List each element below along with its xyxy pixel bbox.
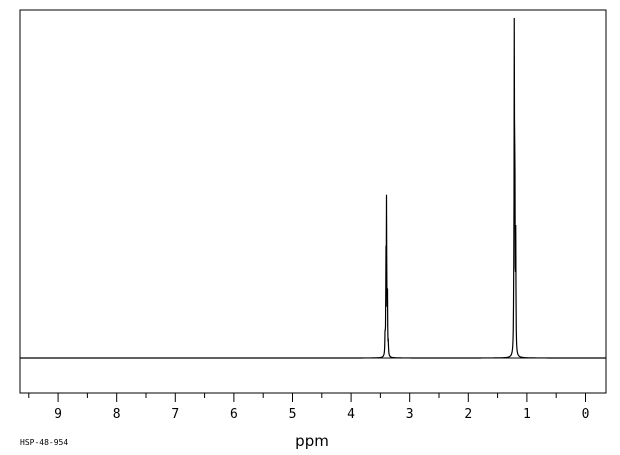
spectrum-id-caption: HSP-48-954 — [20, 438, 68, 447]
x-axis-ticks — [28, 393, 586, 402]
plot-frame — [19, 9, 607, 394]
x-axis-title: ppm — [295, 432, 329, 450]
x-tick-label: 1 — [523, 407, 531, 422]
x-tick-label: 4 — [347, 407, 355, 422]
x-tick-label: 7 — [171, 407, 179, 422]
x-tick-label: 3 — [406, 407, 414, 422]
x-tick-label: 2 — [464, 407, 472, 422]
x-tick-label: 6 — [230, 407, 238, 422]
x-tick-label: 0 — [582, 407, 590, 422]
x-tick-label: 5 — [289, 407, 297, 422]
spectrum-trace — [20, 17, 606, 359]
x-axis-tick-labels: 9 8 7 6 5 4 3 2 1 0 — [54, 407, 589, 422]
x-tick-label: 9 — [54, 407, 62, 422]
x-tick-label: 8 — [113, 407, 121, 422]
